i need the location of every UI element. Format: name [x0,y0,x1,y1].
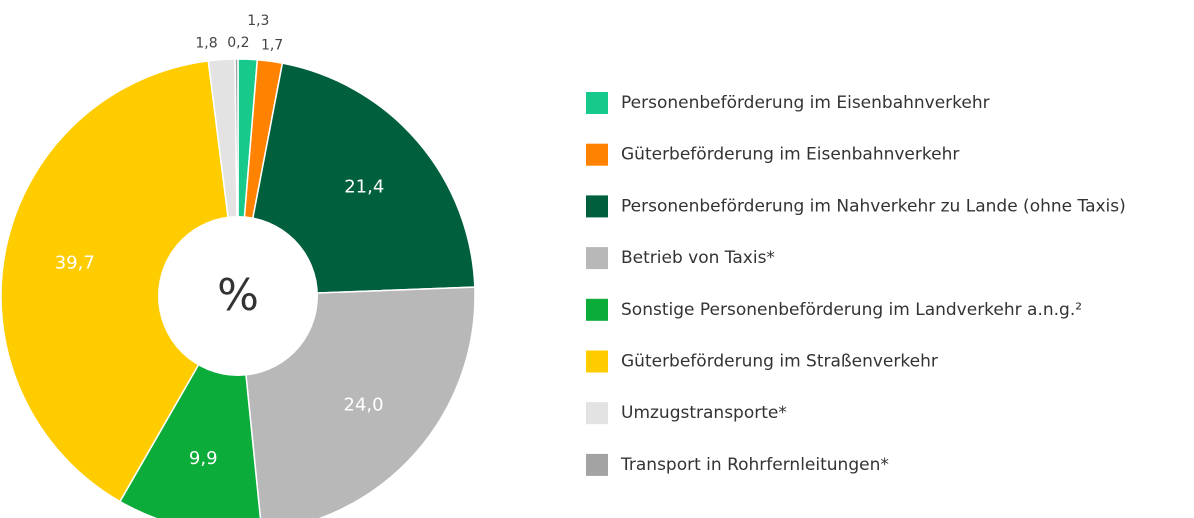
data-label: 1,3 [247,13,269,29]
legend-label: Transport in Rohrfernleitungen* [620,455,889,475]
data-label: 24,0 [344,394,384,415]
legend-label: Umzugstransporte* [621,403,787,423]
legend-swatch [586,453,608,476]
data-label: 21,4 [344,176,384,197]
donut-hole [158,216,318,376]
slice [0,60,239,503]
legend-swatch [586,402,608,425]
center-label: % [217,270,259,321]
data-label: 1,8 [195,36,217,52]
legend-label: Sonstige Personenbeförderung im Landverk… [621,300,1082,320]
legend-label: Personenbeförderung im Nahverkehr zu Lan… [621,196,1126,216]
legend-swatch [586,143,608,166]
legend-swatch [586,92,608,114]
legend-swatch [586,298,608,321]
legend-label: Güterbeförderung im Eisenbahnverkehr [621,145,959,165]
legend-swatch [586,195,608,218]
slice [237,62,476,297]
legend-label: Güterbeförderung im Straßenverkehr [621,352,938,372]
data-label: 0,2 [227,35,249,51]
legend: Personenbeförderung im Eisenbahnverkehr G… [586,92,1126,476]
data-label: 39,7 [55,252,95,273]
legend-label: Personenbeförderung im Eisenbahnverkehr [621,93,990,113]
data-label: 9,9 [189,448,218,469]
data-label: 1,7 [261,37,283,53]
legend-label: Betrieb von Taxis* [621,248,775,268]
legend-swatch [586,247,608,270]
donut: 1,3 1,7 21,4 24,0 9,9 39,7 1,8 0,2 [0,13,476,518]
legend-swatch [586,350,608,373]
